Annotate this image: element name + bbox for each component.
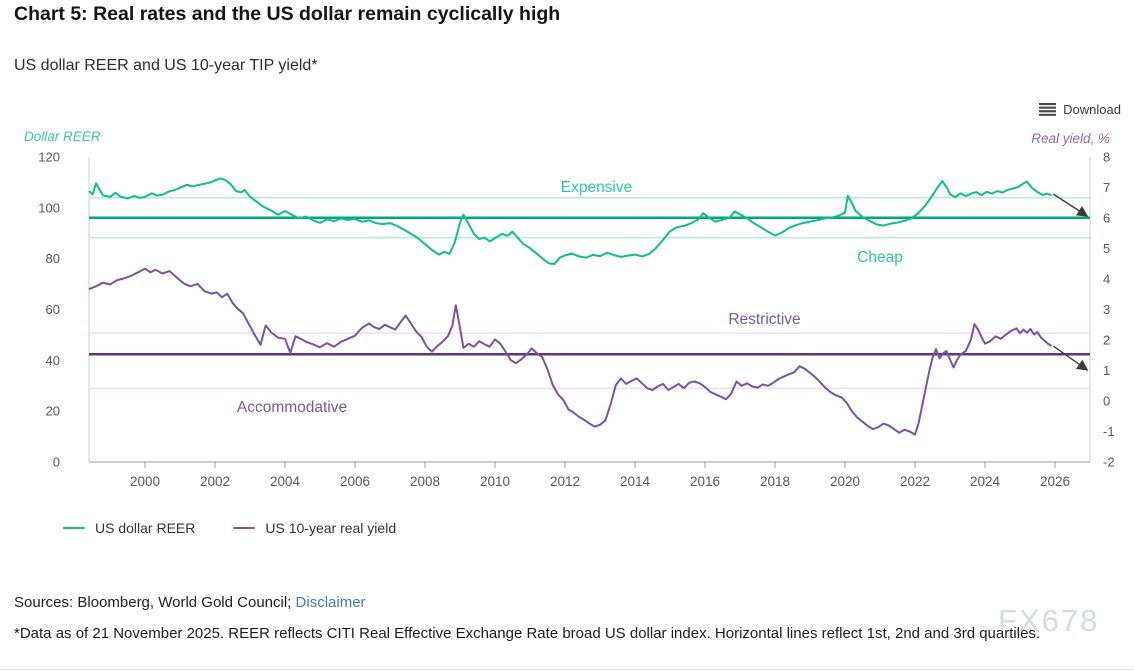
right-tick-label: 4 (1103, 272, 1110, 287)
x-tick-label: 2004 (270, 474, 301, 489)
download-label: Download (1063, 102, 1121, 117)
chart-legend: US dollar REER US 10-year real yield (63, 520, 396, 536)
x-tick-label: 2016 (690, 474, 720, 489)
right-tick-label: 8 (1103, 150, 1110, 165)
download-button[interactable]: Download (1039, 102, 1121, 117)
chart-label-expensive: Expensive (561, 179, 633, 196)
left-axis-title: Dollar REER (24, 129, 101, 144)
x-tick-label: 2006 (340, 474, 370, 489)
right-tick-label: 1 (1103, 363, 1110, 378)
right-tick-label: 3 (1103, 302, 1110, 317)
sources-text: Sources: Bloomberg, World Gold Council; (14, 594, 292, 611)
right-tick-label: 0 (1103, 394, 1110, 409)
left-tick-label: 100 (38, 200, 60, 215)
legend-swatch-us-dollar-reer (63, 526, 85, 530)
legend-label: US 10-year real yield (265, 520, 397, 536)
x-tick-label: 2018 (760, 474, 790, 489)
left-tick-label: 0 (53, 455, 60, 470)
x-tick-label: 2010 (480, 474, 510, 489)
right-tick-label: 2 (1103, 333, 1110, 348)
left-tick-label: 120 (38, 150, 60, 165)
x-tick-label: 2020 (830, 474, 860, 489)
hamburger-menu-icon (1039, 103, 1057, 116)
disclaimer-link[interactable]: Disclaimer (295, 594, 366, 611)
legend-swatch-us-10-year-real-yield (233, 526, 256, 530)
chart-footer: Sources: Bloomberg, World Gold Council; … (14, 588, 1120, 648)
x-tick-label: 2014 (620, 474, 651, 489)
left-tick-label: 40 (46, 353, 60, 368)
footnote: *Data as of 21 November 2025. REER refle… (14, 624, 1041, 642)
x-tick-label: 2002 (200, 474, 230, 489)
trend-arrow (1052, 193, 1089, 217)
left-tick-label: 20 (46, 404, 60, 419)
left-tick-label: 80 (46, 251, 60, 266)
legend-item-us-dollar-reer[interactable]: US dollar REER (63, 520, 195, 536)
x-tick-label: 2008 (410, 474, 440, 489)
series-line-us-10-year-real-yield (88, 267, 1052, 436)
chart-label-accommodative: Accommodative (237, 399, 347, 416)
x-tick-label: 2022 (900, 474, 930, 489)
right-tick-label: -1 (1103, 424, 1115, 439)
page-title: Chart 5: Real rates and the US dollar re… (14, 3, 561, 25)
chart-label-cheap: Cheap (857, 249, 903, 266)
trend-arrow (1052, 345, 1089, 371)
left-tick-label: 60 (46, 302, 60, 317)
right-tick-label: 7 (1103, 180, 1110, 195)
x-tick-label: 2012 (550, 474, 580, 489)
chart-label-restrictive: Restrictive (728, 311, 800, 328)
series-line-us-dollar-reer (88, 177, 1052, 265)
chart-canvas: 2000 2002 2004 2006 2008 2010 2012 2014 2016 2018… (38, 150, 1115, 490)
x-tick-label: 2000 (130, 474, 160, 489)
right-tick-label: -2 (1103, 455, 1115, 470)
legend-item-us-10-year-real-yield[interactable]: US 10-year real yield (233, 520, 396, 536)
right-tick-label: 5 (1103, 241, 1110, 256)
bottom-divider (0, 669, 1134, 670)
sources-line: Sources: Bloomberg, World Gold Council; … (14, 588, 1120, 618)
x-tick-label: 2026 (1040, 474, 1070, 489)
x-tick-label: 2024 (970, 474, 1001, 489)
right-axis-title: Real yield, % (1031, 131, 1110, 146)
right-tick-label: 6 (1103, 211, 1110, 226)
chart-subtitle: US dollar REER and US 10-year TIP yield* (14, 57, 318, 74)
legend-label: US dollar REER (95, 520, 196, 536)
